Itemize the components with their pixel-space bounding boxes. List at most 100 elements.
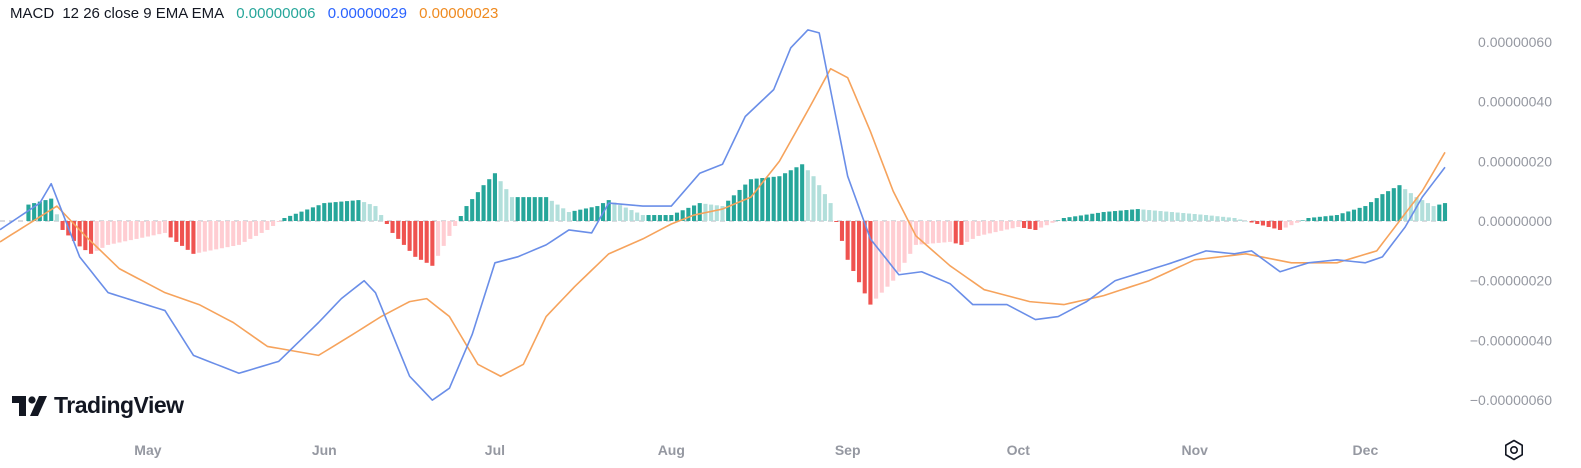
histogram-bar [487,179,492,221]
histogram-bar [1016,221,1021,227]
histogram-bar [1021,221,1027,228]
histogram-bar [458,216,463,221]
histogram-bar [942,221,947,243]
histogram-bar [737,189,742,221]
histogram-bar [509,197,515,221]
histogram-bar [1357,207,1362,221]
histogram-bar [111,221,116,244]
histogram-bar [94,221,99,251]
histogram-bar [640,215,645,221]
histogram-bar [1306,218,1311,221]
histogram-bar [447,221,452,236]
histogram-bar [1260,221,1265,226]
y-axis-tick-label: −0.00000020 [1470,273,1552,289]
histogram-bar [1369,202,1374,221]
histogram-bar [1118,210,1123,221]
histogram-bar [481,185,486,221]
histogram-bar [293,213,298,221]
histogram-bar [771,176,776,221]
histogram-bar [1374,198,1379,221]
histogram-bar [356,200,361,221]
histogram-bar [436,221,441,256]
histogram-bar [663,215,668,221]
histogram-bar [236,221,241,245]
histogram-bar [521,197,526,221]
histogram-bar [1323,216,1328,221]
histogram-bar [168,221,173,238]
histogram-bar [1243,221,1248,222]
y-axis-tick-label: 0.00000040 [1478,94,1552,110]
histogram-bar [765,177,771,221]
chart-settings-button[interactable] [1502,438,1526,462]
histogram-bar [1004,221,1009,230]
x-axis-tick-label: Nov [1181,442,1208,458]
histogram-bar [805,170,810,221]
histogram-bar [1169,212,1174,221]
y-axis-tick-label: 0.00000020 [1478,153,1552,169]
histogram-bar [868,221,873,305]
histogram-bar [1386,191,1391,221]
histogram-bar [43,200,48,221]
y-axis-tick-label: 0.00000060 [1478,34,1552,50]
x-axis-tick-label: Jul [485,442,505,458]
histogram-bar [407,221,412,251]
histogram-bar [925,221,930,244]
histogram-bar [1215,216,1220,221]
histogram-bar [623,207,628,221]
tradingview-watermark[interactable]: TradingView [12,392,184,419]
histogram-bar [197,221,202,253]
histogram-bar [32,203,37,221]
histogram-bar [953,221,958,244]
legend-indicator-params: 12 26 close 9 EMA EMA [62,5,225,22]
histogram-bar [635,212,640,221]
tradingview-wordmark: TradingView [54,392,184,418]
histogram-bar [242,221,247,242]
histogram-bar [527,197,532,221]
histogram-bar [1266,221,1271,227]
macd-line [0,29,1446,401]
histogram-bar [327,202,333,221]
histogram-bar [100,221,105,248]
histogram-bar [936,221,941,243]
histogram-bar [282,218,287,221]
histogram-bar [629,210,634,221]
histogram-bar [1403,189,1408,221]
indicator-legend[interactable]: MACD 12 26 close 9 EMA EMA 0.00000006 0.… [10,5,506,22]
legend-indicator-name: MACD [10,5,55,22]
histogram-bar [128,221,133,241]
histogram-bar [680,210,685,221]
y-axis-tick-label: −0.00000040 [1470,332,1552,348]
histogram-bar [265,221,270,230]
histogram-bar [288,215,293,221]
histogram-bar [1101,212,1106,221]
histogram-bar [862,221,867,294]
histogram-bar [686,207,691,221]
histogram-bar [817,185,822,221]
histogram-bar [697,203,702,221]
histogram-bar [367,204,372,221]
histogram-bar [566,212,571,221]
histogram-bar [731,195,736,221]
histogram-bar [1351,209,1357,221]
histogram-bar [1437,204,1442,221]
y-axis: 0.00000060 0.00000040 0.00000020 0.00000000… [1470,34,1552,408]
histogram-bar [538,197,543,221]
histogram-bar [276,221,281,222]
histogram-bar [754,178,759,221]
y-axis-tick-label: −0.00000060 [1470,392,1552,408]
x-axis-tick-label: Dec [1353,442,1379,458]
histogram-bar [834,221,839,222]
histogram-bar [845,221,850,260]
histogram-bar [390,221,395,233]
histogram-bar [157,221,162,235]
histogram-bar [1186,213,1192,221]
histogram-bar [396,221,401,239]
histogram-bar [225,221,230,248]
histogram-bar [191,221,196,254]
histogram-bar [464,206,469,221]
histogram-bar [1226,217,1231,221]
histogram-bar [646,215,651,221]
histogram-bar [811,176,816,221]
histogram-bar [384,221,389,224]
